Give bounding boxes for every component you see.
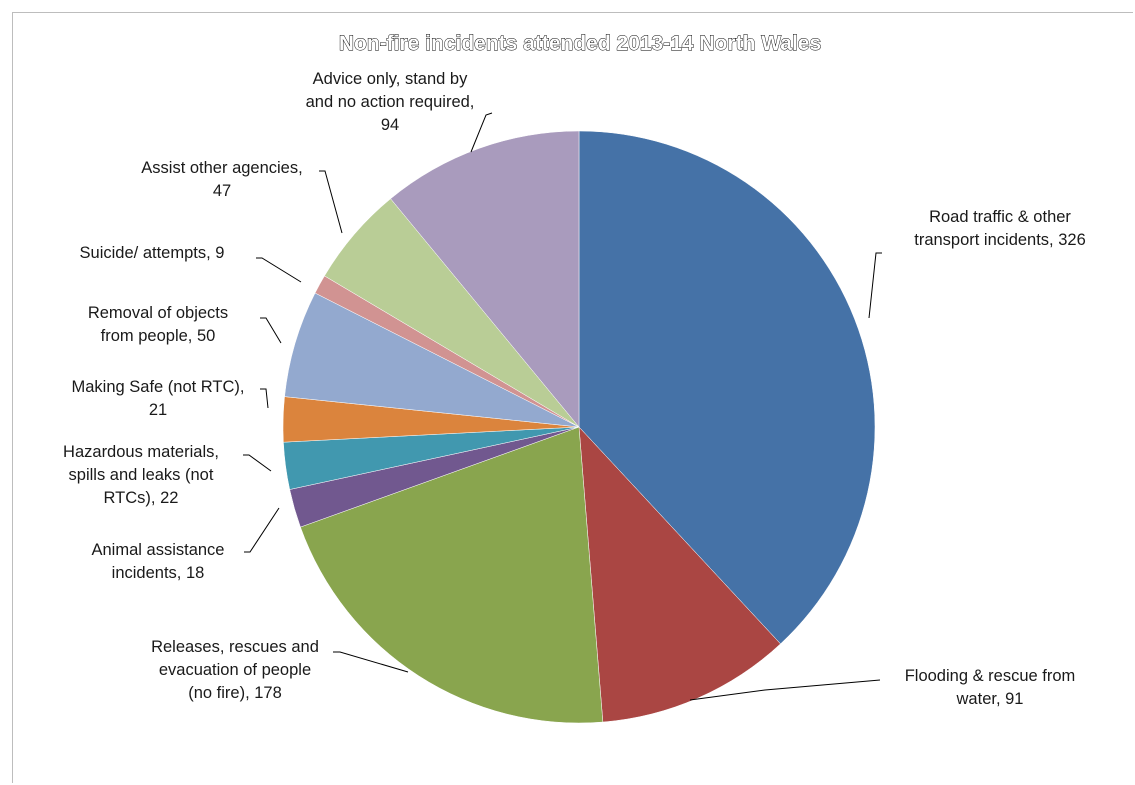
slice-label-line: (no fire), 178 [188,684,282,702]
slice-label: Assist other agencies, 47 [141,159,302,200]
slice-labels: Road traffic & other transport incidents,… [63,70,1086,708]
pie-slice [300,426,604,724]
slice-label: Flooding & rescue from water, 91 [905,667,1076,708]
slice-label-line: Removal of objects [88,304,228,322]
leader-line [470,112,493,153]
slice-label: Making Safe (not RTC), 21 [71,378,244,419]
chart-frame [12,12,1133,783]
slice-label: Hazardous materials, spills and leaks (no… [63,443,219,507]
chart-title: Non-fire incidents attended 2013-14 Nort… [339,32,821,55]
slice-label-line: Advice only, stand by [313,70,468,88]
slice-label-line: RTCs), 22 [104,489,179,507]
slice-label-line: spills and leaks (not [69,466,214,484]
slice-label-line: from people, 50 [101,327,216,345]
leader-line [333,651,409,673]
leader-lines [243,112,882,701]
pie-slice [578,130,876,645]
slice-label-line: incidents, 18 [112,564,205,582]
pie-slice [390,130,580,428]
slice-label: Suicide/ attempts, 9 [80,244,225,262]
pie-slices [282,130,876,724]
leader-line [868,252,882,319]
leader-line [689,679,881,701]
leader-line [244,507,280,553]
slice-label-line: 47 [213,182,231,200]
slice-label-line: transport incidents, 326 [914,231,1086,249]
leader-line [319,170,343,234]
slice-label: Road traffic & other transport incidents,… [914,208,1086,249]
slice-label-line: Hazardous materials, [63,443,219,461]
slice-label: Releases, rescues and evacuation of peopl… [151,638,319,702]
slice-label-line: and no action required, [306,93,475,111]
slice-label-line: Flooding & rescue from [905,667,1076,685]
slice-label-line: 94 [381,116,399,134]
pie-slice [578,426,781,723]
slice-label: Animal assistance incidents, 18 [92,541,225,582]
slice-label-line: Suicide/ attempts, 9 [80,244,225,262]
slice-label-line: Animal assistance [92,541,225,559]
slice-label-line: Road traffic & other [929,208,1071,226]
leader-line [256,257,302,283]
slice-label-line: Releases, rescues and [151,638,319,656]
slice-label-line: Making Safe (not RTC), [71,378,244,396]
slice-label-line: Assist other agencies, [141,159,302,177]
slice-label: Advice only, stand by and no action requi… [306,70,475,134]
leader-line [260,317,282,344]
leader-line [260,388,269,409]
slice-label-line: water, 91 [956,690,1024,708]
leader-line [243,454,272,472]
slice-label-line: evacuation of people [159,661,311,679]
slice-label-line: 21 [149,401,167,419]
slice-label: Removal of objects from people, 50 [88,304,228,345]
